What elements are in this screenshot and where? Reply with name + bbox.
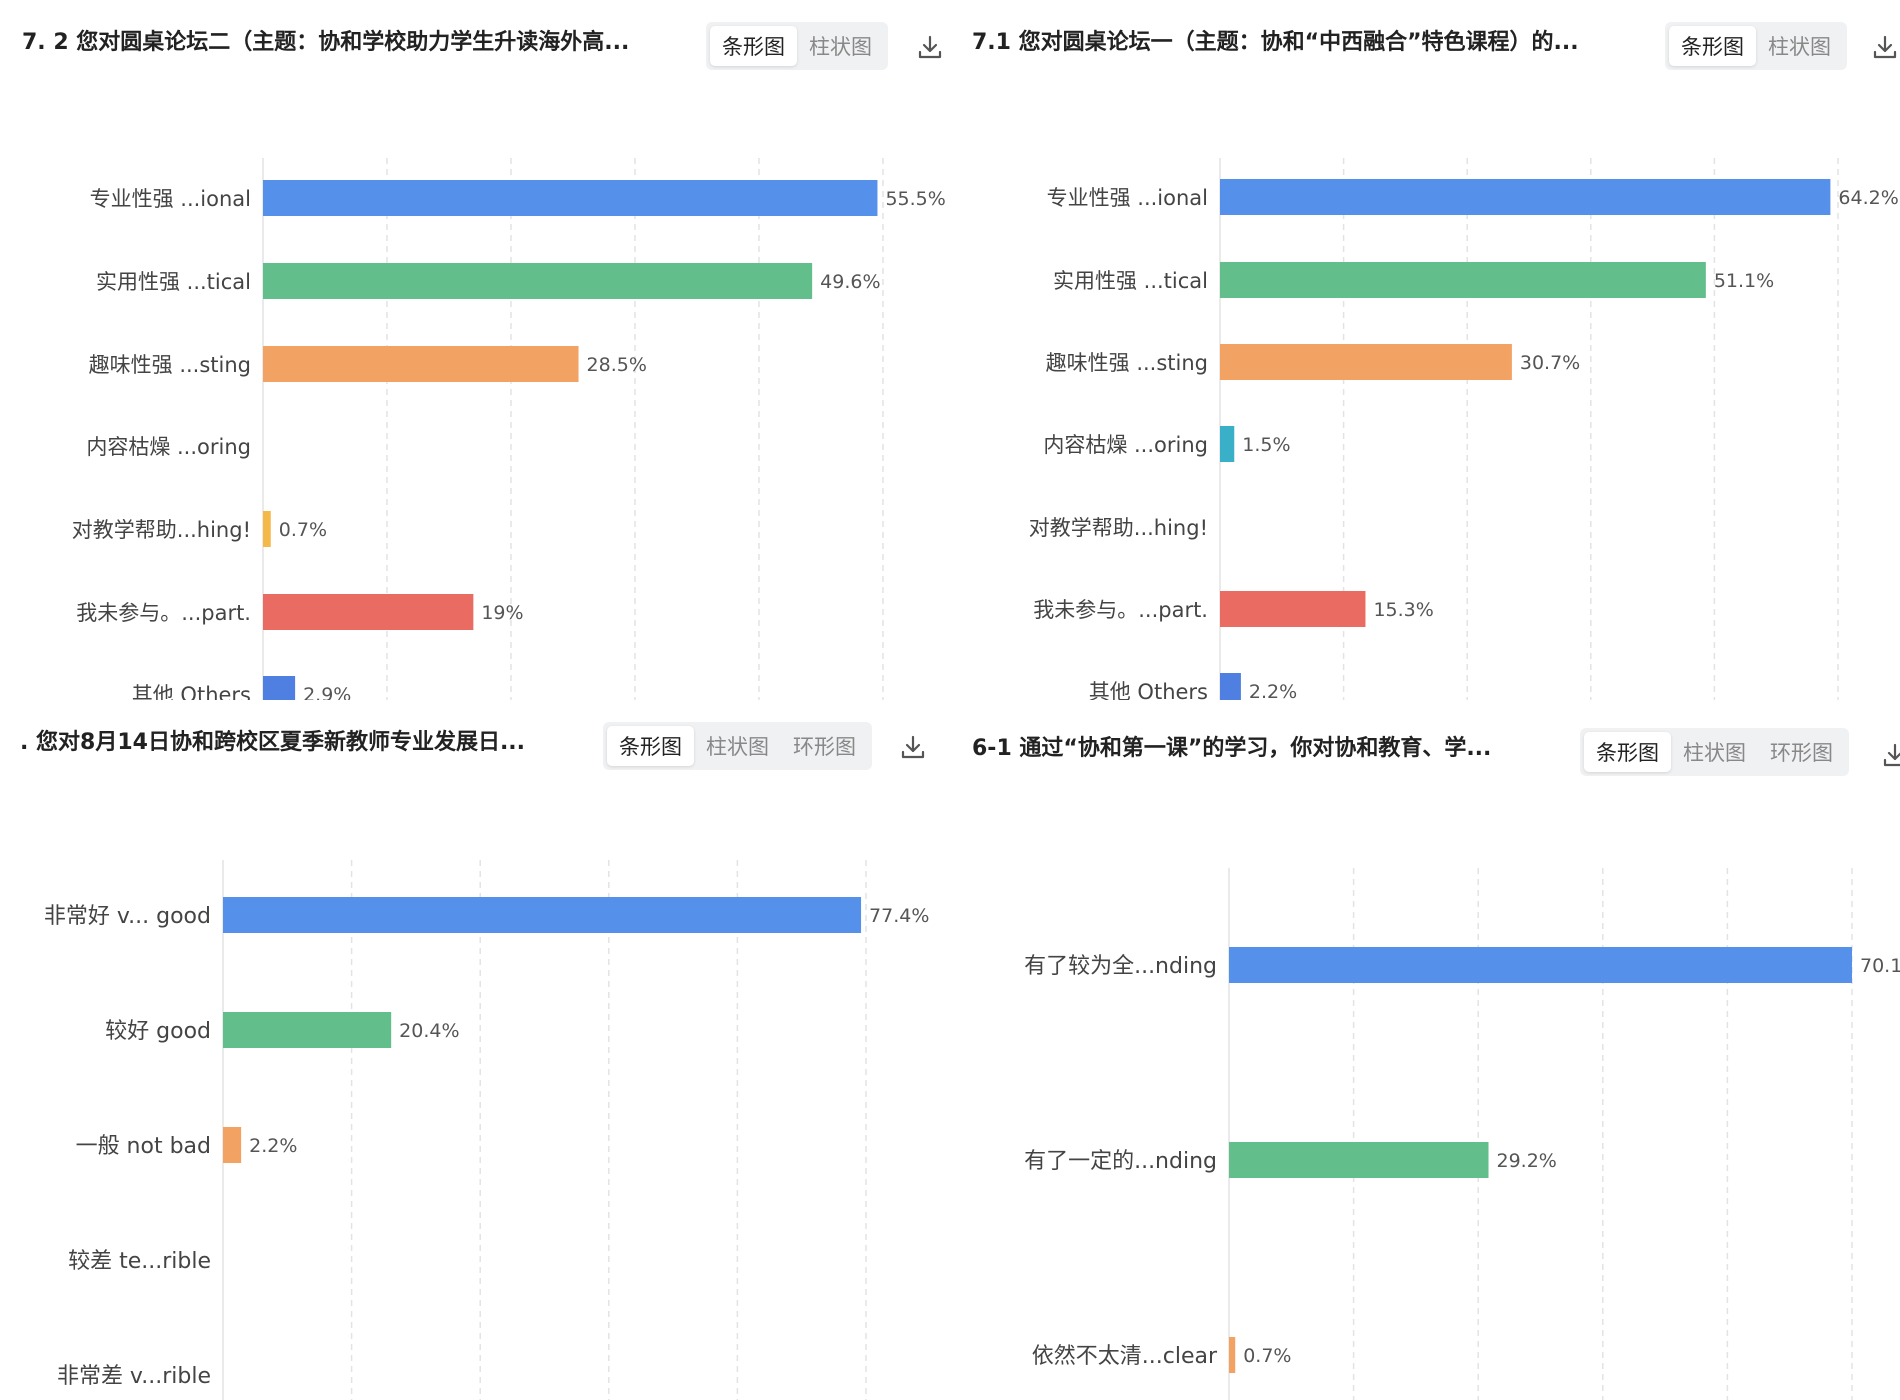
data-label: 70.1% — [1860, 955, 1900, 977]
bar — [1220, 591, 1366, 627]
category-label: 一般 not bad — [76, 1134, 211, 1159]
category-label: 依然不太清...clear — [1032, 1344, 1218, 1369]
data-label: 15.3% — [1373, 599, 1433, 621]
download-icon[interactable] — [898, 732, 928, 762]
chart-panel-7-2: 7. 2 您对圆桌论坛二（主题：协和学校助力学生升读海外高... 条形图 柱状图… — [0, 0, 950, 700]
category-label: 实用性强 ...tical — [96, 270, 251, 294]
tab-bar-chart[interactable]: 条形图 — [710, 26, 797, 66]
data-label: 0.7% — [1243, 1345, 1291, 1367]
bar-chart: 有了较为全...nding 70.1% 有了一定的...nding 29.2% 依然不太… — [1024, 868, 1900, 1400]
category-label: 专业性强 ...ional — [90, 187, 251, 211]
chart-type-switch: 条形图 柱状图 环形图 — [603, 722, 872, 770]
tab-bar-chart[interactable]: 条形图 — [1584, 732, 1671, 772]
category-label: 我未参与。...part. — [1033, 598, 1208, 622]
category-label: 专业性强 ...ional — [1047, 186, 1208, 210]
data-label: 19% — [481, 602, 523, 624]
bar — [263, 180, 878, 216]
tab-donut-chart[interactable]: 环形图 — [1770, 741, 1833, 765]
category-label: 我未参与。...part. — [76, 601, 251, 625]
bar-chart: 专业性强 ...ional 55.5% 实用性强 ...tical 49.6% 趣味性强… — [72, 158, 946, 700]
data-label: 1.5% — [1242, 434, 1290, 456]
category-label: 内容枯燥 ...oring — [86, 435, 251, 459]
bar — [1229, 947, 1852, 983]
data-label: 2.9% — [303, 684, 351, 700]
panel-title: 7. 2 您对圆桌论坛二（主题：协和学校助力学生升读海外高... — [22, 30, 630, 55]
bar — [223, 897, 862, 933]
download-icon[interactable] — [1880, 740, 1900, 770]
chart-type-switch: 条形图 柱状图 — [1665, 22, 1847, 70]
category-label: 有了一定的...nding — [1024, 1149, 1217, 1174]
category-label: 趣味性强 ...sting — [89, 353, 251, 377]
data-label: 77.4% — [869, 905, 929, 927]
category-label: 其他 Others — [1089, 680, 1208, 700]
category-label: 较好 good — [105, 1019, 211, 1044]
data-label: 2.2% — [1249, 681, 1297, 700]
bar — [263, 263, 813, 299]
tab-column-chart[interactable]: 柱状图 — [1683, 741, 1746, 765]
download-icon[interactable] — [1870, 32, 1900, 62]
data-label: 0.7% — [279, 519, 327, 541]
panel-title: 7.1 您对圆桌论坛一（主题：协和“中西融合”特色课程）的... — [972, 30, 1579, 55]
panel-title: . 您对8月14日协和跨校区夏季新教师专业发展日... — [20, 730, 526, 755]
bar — [263, 346, 579, 382]
chart-type-switch: 条形图 柱状图 — [706, 22, 888, 70]
category-label: 非常好 v... good — [44, 904, 211, 929]
category-label: 趣味性强 ...sting — [1046, 351, 1208, 375]
tab-bar-chart[interactable]: 条形图 — [1669, 26, 1756, 66]
bar — [263, 594, 474, 630]
category-label: 有了较为全...nding — [1024, 954, 1217, 979]
category-label: 较差 te...rible — [68, 1249, 211, 1274]
chart-panel-7-1: 7.1 您对圆桌论坛一（主题：协和“中西融合”特色课程）的... 条形图 柱状图… — [950, 0, 1900, 700]
data-label: 20.4% — [399, 1020, 459, 1042]
data-label: 55.5% — [885, 188, 945, 210]
bar-chart: 非常好 v... good 77.4% 较好 good 20.4% 一般 not bad… — [44, 860, 929, 1400]
bar — [1220, 262, 1706, 298]
download-icon[interactable] — [915, 32, 945, 62]
bar — [1220, 179, 1831, 215]
category-label: 非常差 v...rible — [57, 1364, 211, 1389]
chart-type-switch: 条形图 柱状图 环形图 — [1580, 728, 1849, 776]
category-label: 内容枯燥 ...oring — [1043, 433, 1208, 457]
bar — [1220, 673, 1241, 700]
bar — [1220, 344, 1512, 380]
bar — [1229, 1142, 1489, 1178]
tab-bar-chart[interactable]: 条形图 — [607, 726, 694, 766]
tab-column-chart[interactable]: 柱状图 — [809, 35, 872, 59]
bar — [223, 1012, 392, 1048]
chart-panel-new-teacher-day: . 您对8月14日协和跨校区夏季新教师专业发展日... 条形图 柱状图 环形图 … — [0, 700, 950, 1400]
bar — [263, 676, 296, 700]
data-label: 51.1% — [1714, 270, 1774, 292]
bar — [223, 1127, 242, 1163]
bar — [263, 511, 271, 547]
chart-panel-6-1: 6-1 通过“协和第一课”的学习，你对协和教育、学... 条形图 柱状图 环形图… — [950, 700, 1900, 1400]
data-label: 2.2% — [249, 1135, 297, 1157]
data-label: 49.6% — [820, 271, 880, 293]
data-label: 29.2% — [1497, 1150, 1557, 1172]
bar-chart: 专业性强 ...ional 64.2% 实用性强 ...tical 51.1% 趣味性强… — [1029, 158, 1899, 700]
category-label: 对教学帮助...hing! — [1029, 516, 1208, 540]
panel-title: 6-1 通过“协和第一课”的学习，你对协和教育、学... — [972, 736, 1492, 761]
bar — [1220, 426, 1235, 462]
category-label: 实用性强 ...tical — [1053, 269, 1208, 293]
tab-donut-chart[interactable]: 环形图 — [793, 735, 856, 759]
data-label: 28.5% — [587, 354, 647, 376]
tab-column-chart[interactable]: 柱状图 — [706, 735, 769, 759]
data-label: 30.7% — [1520, 352, 1580, 374]
category-label: 其他 Others — [132, 683, 251, 700]
data-label: 64.2% — [1838, 187, 1898, 209]
bar — [1229, 1337, 1236, 1373]
tab-column-chart[interactable]: 柱状图 — [1768, 35, 1831, 59]
category-label: 对教学帮助...hing! — [72, 518, 251, 542]
